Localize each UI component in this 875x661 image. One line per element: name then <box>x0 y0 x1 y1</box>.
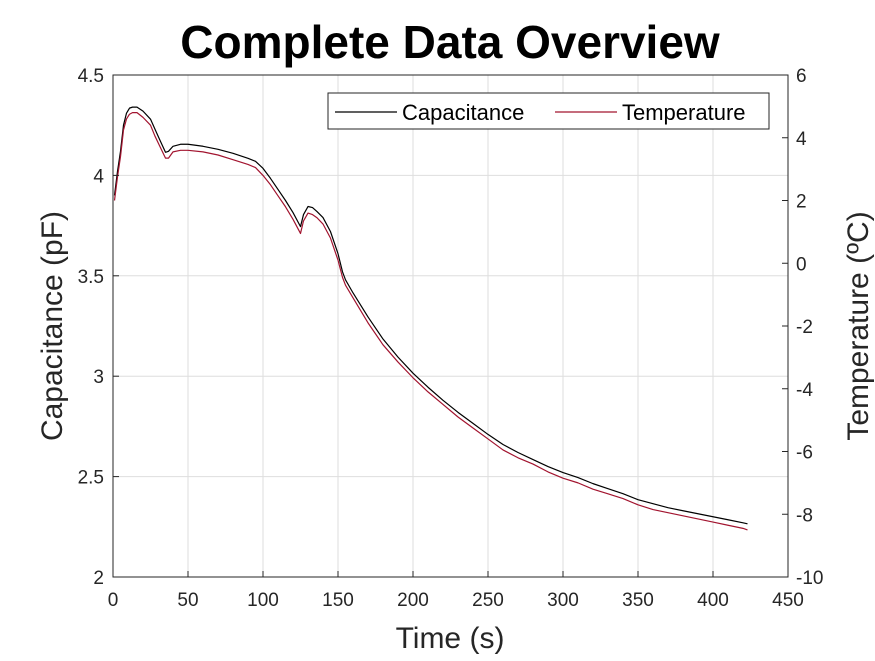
y-right-tick-label: -4 <box>796 380 813 401</box>
y-axis-right-label: Temperature (ºC) <box>842 211 875 440</box>
data-lines <box>113 106 748 531</box>
series-line-capacitance <box>113 106 748 525</box>
x-tick-label: 400 <box>697 590 729 611</box>
x-axis-label: Time (s) <box>396 622 505 655</box>
x-tick-label: 100 <box>247 590 279 611</box>
y-right-tick-label: 0 <box>796 254 807 275</box>
y-right-tick-label: -2 <box>796 317 813 338</box>
y-left-tick-label: 2 <box>93 568 104 589</box>
legend-label-capacitance: Capacitance <box>402 100 524 125</box>
x-tick-label: 50 <box>177 590 198 611</box>
y-left-tick-label: 3 <box>93 367 104 388</box>
y-left-tick-label: 4 <box>93 166 104 187</box>
y-left-tick-label: 4.5 <box>78 66 104 87</box>
y-right-tick-label: -8 <box>796 505 813 526</box>
y-right-tick-label: 6 <box>796 66 807 87</box>
x-tick-label: 350 <box>622 590 654 611</box>
y-right-tick-label: 2 <box>796 192 807 213</box>
x-tick-label: 200 <box>397 590 429 611</box>
y-axis-left-label: Capacitance (pF) <box>36 211 69 441</box>
legend-label-temperature: Temperature <box>622 100 746 125</box>
y-right-tick-label: -10 <box>796 568 823 589</box>
chart-title: Complete Data Overview <box>180 16 720 68</box>
y-left-tick-label: 2.5 <box>78 468 104 489</box>
x-tick-label: 150 <box>322 590 354 611</box>
x-tick-label: 0 <box>108 590 119 611</box>
y-right-tick-label: -6 <box>796 443 813 464</box>
series-line-temperature <box>113 112 748 531</box>
x-tick-label: 300 <box>547 590 579 611</box>
x-tick-label: 250 <box>472 590 504 611</box>
y-left-tick-label: 3.5 <box>78 267 104 288</box>
y-right-tick-label: 4 <box>796 129 807 150</box>
ticks: 0 50 100 150 200 250 300 350 400 450 2 2.5 3 3.5 4 4.5 -… <box>78 66 824 611</box>
legend: Capacitance Temperature <box>327 92 770 130</box>
x-tick-label: 450 <box>772 590 804 611</box>
legend-box <box>327 92 770 130</box>
